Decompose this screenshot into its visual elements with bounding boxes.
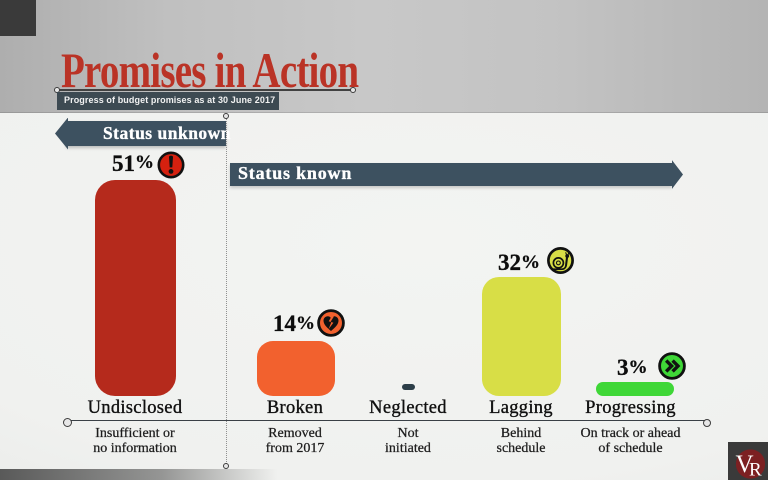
svg-text:R: R (749, 460, 762, 480)
svg-text:V: V (736, 451, 754, 478)
